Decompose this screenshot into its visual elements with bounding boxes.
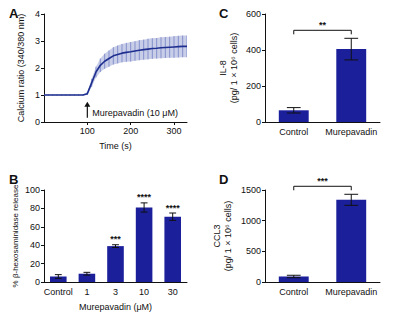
svg-text:(pg/ 1 × 10⁶ cells): (pg/ 1 × 10⁶ cells) <box>223 201 233 272</box>
svg-text:D: D <box>219 172 228 187</box>
svg-text:100: 100 <box>25 185 40 195</box>
svg-text:300: 300 <box>166 126 181 136</box>
svg-text:60: 60 <box>30 222 40 232</box>
svg-text:1000: 1000 <box>241 216 261 226</box>
svg-text:3: 3 <box>113 287 118 297</box>
svg-text:(pg/ 1 × 10⁶ cells): (pg/ 1 × 10⁶ cells) <box>229 33 239 104</box>
svg-text:Murepavadin (10 μM): Murepavadin (10 μM) <box>92 108 178 118</box>
svg-text:****: **** <box>166 203 181 213</box>
svg-text:Control: Control <box>279 287 308 297</box>
svg-text:3: 3 <box>35 36 40 46</box>
svg-text:****: **** <box>137 192 152 202</box>
svg-text:500: 500 <box>246 246 261 256</box>
svg-text:80: 80 <box>30 203 40 213</box>
svg-text:0: 0 <box>256 117 261 127</box>
svg-text:Time (s): Time (s) <box>99 141 132 151</box>
svg-text:CCL3: CCL3 <box>212 224 222 247</box>
svg-text:40: 40 <box>30 240 40 250</box>
svg-text:Murepavadin: Murepavadin <box>325 127 377 137</box>
svg-text:***: *** <box>317 176 328 186</box>
svg-text:**: ** <box>319 20 327 30</box>
svg-text:IL-8: IL-8 <box>218 60 228 76</box>
svg-text:1500: 1500 <box>241 185 261 195</box>
svg-text:Murepavadin: Murepavadin <box>325 287 377 297</box>
svg-text:1: 1 <box>35 90 40 100</box>
svg-text:200: 200 <box>246 81 261 91</box>
svg-text:***: *** <box>110 234 121 244</box>
svg-text:20: 20 <box>30 259 40 269</box>
svg-text:0: 0 <box>35 117 40 127</box>
svg-text:0: 0 <box>35 277 40 287</box>
svg-text:2: 2 <box>35 63 40 73</box>
svg-text:B: B <box>9 172 18 187</box>
svg-text:Control: Control <box>44 287 73 297</box>
svg-text:200: 200 <box>123 126 138 136</box>
svg-text:Control: Control <box>279 127 308 137</box>
svg-text:10: 10 <box>139 287 149 297</box>
svg-text:% β-hexosaminidase release: % β-hexosaminidase release <box>11 184 20 287</box>
svg-text:Calcium ratio (340/380 nm): Calcium ratio (340/380 nm) <box>16 14 26 123</box>
svg-text:30: 30 <box>168 287 178 297</box>
svg-text:600: 600 <box>246 9 261 19</box>
svg-text:1: 1 <box>84 287 89 297</box>
svg-text:0: 0 <box>256 277 261 287</box>
svg-text:100: 100 <box>80 126 95 136</box>
svg-text:Murepavadin (μM): Murepavadin (μM) <box>79 302 152 312</box>
svg-text:4: 4 <box>35 9 40 19</box>
svg-text:400: 400 <box>246 45 261 55</box>
svg-text:A: A <box>9 6 19 21</box>
svg-text:C: C <box>219 6 229 21</box>
